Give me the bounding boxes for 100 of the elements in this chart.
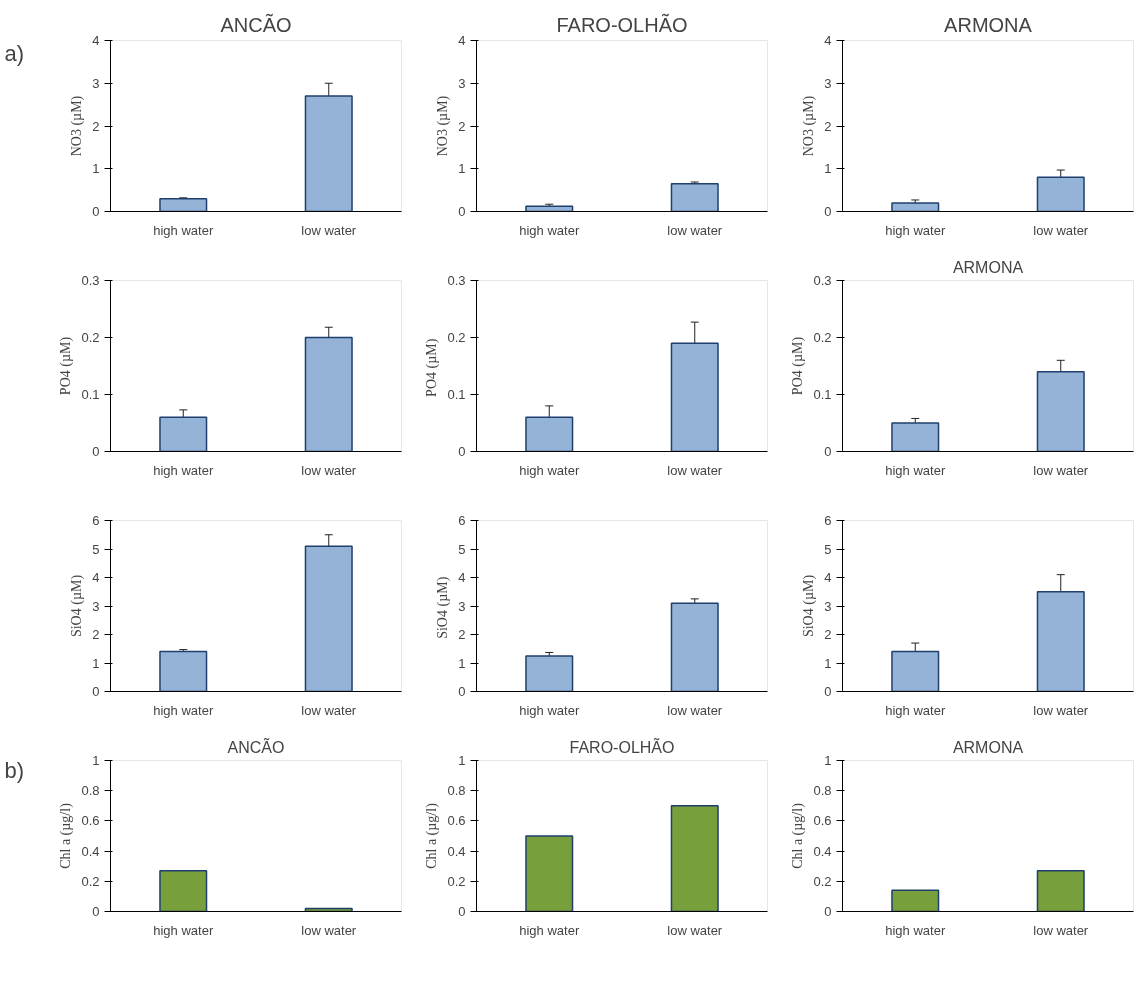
y-tick-label: 4 [92, 33, 100, 48]
y-axis-title: PO4 (µM) [58, 336, 75, 396]
y-tick-label: 3 [92, 75, 100, 91]
x-tick-label: high water [153, 702, 214, 718]
y-tick-label: 4 [824, 570, 832, 585]
y-axis-title: Chl a (µg/l) [58, 802, 75, 869]
y-tick-label: 3 [458, 75, 466, 91]
x-tick-label: low water [667, 922, 723, 938]
y-axis-title: Chl a (µg/l) [424, 802, 441, 869]
x-tick-label: high water [519, 702, 580, 718]
y-tick-label: 4 [824, 33, 832, 48]
y-tick-label: 0.2 [81, 330, 100, 345]
y-tick-label: 5 [824, 541, 832, 557]
y-tick-label: 3 [92, 598, 100, 614]
x-tick-label: low water [301, 922, 357, 938]
y-tick-label: 0.8 [447, 783, 466, 799]
x-tick-label: high water [519, 922, 580, 938]
x-tick-label: high water [153, 922, 214, 938]
y-tick-label: 0 [92, 904, 100, 919]
y-tick-label: 1 [92, 161, 100, 177]
y-tick-label: 0.1 [447, 387, 466, 402]
y-tick-label: 0.6 [813, 813, 832, 829]
y-tick-label: 1 [458, 753, 466, 768]
x-tick-label: high water [519, 462, 580, 478]
y-tick-label: 4 [458, 33, 466, 48]
chart-title: ARMONA [952, 738, 1024, 756]
chart-title: ARMONA [944, 13, 1033, 36]
y-tick-label: 2 [824, 627, 832, 642]
y-tick-label: 4 [92, 570, 100, 585]
y-tick-label: 0 [824, 904, 832, 919]
y-tick-label: 0.4 [813, 843, 832, 859]
y-axis-title: NO3 (µM) [801, 95, 818, 157]
x-tick-label: low water [667, 702, 723, 718]
y-tick-label: 0 [458, 684, 466, 699]
y-tick-label: 6 [92, 513, 100, 528]
y-tick-label: 0.2 [813, 873, 832, 889]
chart-title: ANCÃO [227, 736, 285, 756]
x-tick-label: low water [1033, 922, 1089, 938]
y-tick-label: 6 [824, 513, 832, 528]
y-tick-label: 1 [824, 161, 832, 177]
y-axis-title: PO4 (µM) [424, 338, 441, 397]
y-axis-title: PO4 (µM) [790, 336, 807, 396]
y-axis-title: SiO4 (µM) [435, 576, 452, 639]
y-tick-label: 1 [824, 753, 832, 768]
x-tick-label: high water [885, 222, 946, 238]
y-tick-label: 1 [92, 753, 100, 768]
y-tick-label: 2 [92, 118, 100, 134]
y-axis-title: SiO4 (µM) [69, 574, 86, 638]
x-tick-label: high water [885, 462, 946, 478]
y-tick-label: 3 [824, 75, 832, 91]
y-tick-label: 0 [92, 204, 100, 219]
y-tick-label: 3 [824, 598, 832, 614]
y-tick-label: 0.8 [813, 783, 832, 799]
y-tick-label: 0.4 [81, 843, 100, 859]
x-tick-label: high water [153, 462, 214, 478]
y-tick-label: 1 [458, 161, 466, 177]
chart-title: ARMONA [952, 258, 1024, 276]
y-tick-label: 3 [458, 598, 466, 614]
y-tick-label: 0 [458, 904, 466, 919]
y-tick-label: 0.2 [813, 330, 832, 345]
text: a) [4, 41, 25, 67]
y-axis-title: Chl a (µg/l) [790, 802, 807, 869]
y-tick-label: 0.2 [81, 873, 100, 889]
x-tick-label: low water [301, 702, 357, 718]
y-tick-label: 0.6 [81, 813, 100, 829]
x-tick-label: low water [301, 462, 357, 478]
x-tick-label: low water [667, 222, 723, 238]
y-tick-label: 0.4 [447, 843, 466, 859]
y-tick-label: 2 [92, 627, 100, 642]
x-tick-label: high water [885, 702, 946, 718]
x-tick-label: low water [667, 462, 723, 478]
y-tick-label: 4 [458, 570, 466, 585]
y-tick-label: 2 [458, 627, 466, 642]
y-tick-label: 0.3 [813, 273, 832, 288]
y-tick-label: 0.2 [447, 873, 466, 889]
y-tick-label: 0 [458, 204, 466, 219]
y-tick-label: 0.1 [813, 387, 832, 402]
x-tick-label: low water [1033, 462, 1089, 478]
chart-title: FARO-OLHÃO [556, 12, 688, 36]
y-axis-title: NO3 (µM) [435, 95, 452, 157]
y-tick-label: 0.3 [81, 273, 100, 288]
y-tick-label: 5 [92, 541, 100, 557]
chart-title: ANCÃO [220, 12, 292, 36]
y-axis-title: SiO4 (µM) [801, 574, 818, 638]
x-tick-label: high water [885, 922, 946, 938]
y-tick-label: 2 [458, 118, 466, 134]
y-tick-label: 0.1 [81, 387, 100, 402]
y-tick-label: 1 [824, 655, 832, 671]
x-tick-label: low water [1033, 702, 1089, 718]
y-tick-label: 0 [824, 444, 832, 459]
y-tick-label: 0.8 [81, 783, 100, 799]
y-tick-label: 0.2 [447, 330, 466, 345]
x-tick-label: low water [301, 222, 357, 238]
y-tick-label: 0 [824, 204, 832, 219]
y-tick-label: 0.3 [447, 273, 466, 288]
y-tick-label: 0 [92, 444, 100, 459]
y-tick-label: 0 [824, 684, 832, 699]
y-tick-label: 0.6 [447, 813, 466, 829]
x-tick-label: low water [1033, 222, 1089, 238]
y-tick-label: 0 [92, 684, 100, 699]
